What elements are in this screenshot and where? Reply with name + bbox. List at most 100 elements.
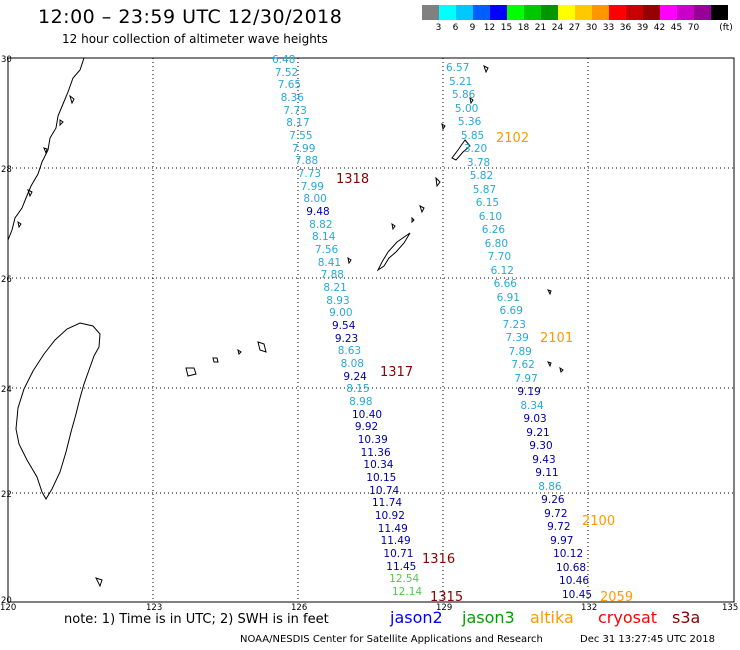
east-track-value: 6.91 [496,291,520,304]
legend-cryosat: cryosat [598,608,658,627]
pass-number-label: 1316 [422,552,456,567]
legend-jason3: jason3 [462,608,515,627]
scale-label: 27 [568,23,581,33]
scale-label: 36 [619,23,632,33]
scale-swatch [456,5,473,20]
west-track-value: 7.88 [294,155,319,168]
east-track-value: 9.97 [550,534,574,547]
scale-label: 15 [500,23,513,33]
scale-swatch [439,5,456,20]
west-track-value: 8.08 [340,358,364,370]
east-track-value: 10.68 [556,561,587,574]
west-track-value: 8.14 [312,231,336,244]
wave-height-color-scale: 3 6 9 12 15 18 21 24 27 30 33 36 39 42 45 70 (ft) [422,5,733,35]
scale-label: 21 [534,23,547,33]
east-track-value: 9.43 [532,453,556,466]
east-track-value: 9.19 [517,386,541,399]
west-track-value: 7.99 [292,142,316,155]
west-track-value: 6.48 [272,54,296,66]
east-track-value: 9.03 [523,413,547,426]
east-track-value: 6.57 [446,62,470,74]
legend-jason2: jason2 [390,608,443,627]
generated-timestamp: Dec 31 13:27:45 UTC 2018 [580,634,715,645]
scale-swatch [694,5,711,20]
west-track-value: 7.52 [274,66,299,79]
west-track-value: 8.41 [317,256,342,269]
east-track-value: 5.36 [457,116,482,129]
west-track-value: 9.24 [343,370,367,383]
scale-swatch [660,5,677,20]
longitude-label: 120 [0,603,17,613]
east-track-value: 7.70 [487,251,512,264]
scale-label: 39 [636,23,649,33]
east-track-value: 9.21 [526,426,550,439]
latitude-label: 28 [1,165,12,175]
east-track-value: 10.45 [562,589,593,601]
latitude-label: 24 [1,385,12,395]
west-track-value: 8.93 [326,294,350,307]
east-track-value: 9.26 [541,494,565,507]
amami-island [451,139,471,161]
east-track-value: 6.69 [499,305,523,318]
latitude-label: 22 [1,490,12,500]
pass-number-label: 1318 [336,172,370,187]
taiwan-coastline [15,322,101,500]
scale-swatch [626,5,643,20]
longitude-label: 132 [581,603,598,613]
east-track-value: 7.89 [508,345,532,358]
west-track-value: 9.23 [334,332,359,345]
west-track-value: 7.73 [283,104,307,117]
scale-swatch [677,5,694,20]
scale-label: 42 [653,23,666,33]
east-track-value: 8.34 [520,399,544,412]
scale-label: 9 [469,23,476,33]
scale-swatch [575,5,592,20]
china-coastline-islands [17,94,75,229]
map-note: note: 1) Time is in UTC; 2) SWH is in fe… [64,612,329,627]
west-track-value: 7.88 [320,269,344,282]
scale-label: 45 [670,23,683,33]
scale-label: 6 [452,23,459,33]
scale-unit-label: (ft) [719,23,733,33]
west-track-value: 8.63 [337,345,362,358]
west-track-value: 8.98 [349,396,373,408]
east-track-value: 10.46 [559,575,590,588]
east-track-value: 5.21 [448,75,473,88]
scale-swatch [473,5,490,20]
latitude-label: 30 [1,55,12,65]
west-track-value: 9.00 [329,307,353,320]
pass-number-label: 1315 [430,590,464,605]
east-track-value: 5.00 [454,102,479,115]
latitude-label: 20 [1,596,12,606]
page-title: 12:00 – 23:59 UTC 12/30/2018 [38,6,343,28]
east-track-value: 5.87 [472,183,497,196]
east-track-value: 6.15 [475,197,500,210]
east-track-value: 7.97 [514,372,538,385]
east-track-value: 7.62 [511,359,535,372]
west-track-value: 12.54 [389,573,420,586]
small-islands [95,65,564,588]
okinawa-island [376,232,411,272]
west-track-value: 9.48 [306,206,330,218]
west-track-value: 7.73 [297,168,322,180]
longitude-label: 135 [722,603,739,613]
scale-swatch [524,5,541,20]
pass-number-label: 2101 [540,331,574,346]
longitude-label: 129 [436,603,453,613]
west-track-value: 8.17 [286,117,310,130]
pass-number-label: 2100 [582,514,616,529]
east-track-value: 7.23 [502,318,526,331]
map-frame [7,57,735,603]
map-gridlines [8,58,734,602]
scale-label: 18 [517,23,530,33]
page-subtitle: 12 hour collection of altimeter wave hei… [62,32,328,46]
scale-label: 30 [585,23,598,33]
east-track-value: 3.20 [463,143,488,156]
pass-number-label: 2102 [496,131,530,146]
longitude-label: 126 [291,603,308,613]
scale-swatch [541,5,558,20]
scale-swatch [490,5,507,20]
west-track-value: 8.00 [303,193,327,206]
east-track-value: 9.30 [529,440,553,453]
